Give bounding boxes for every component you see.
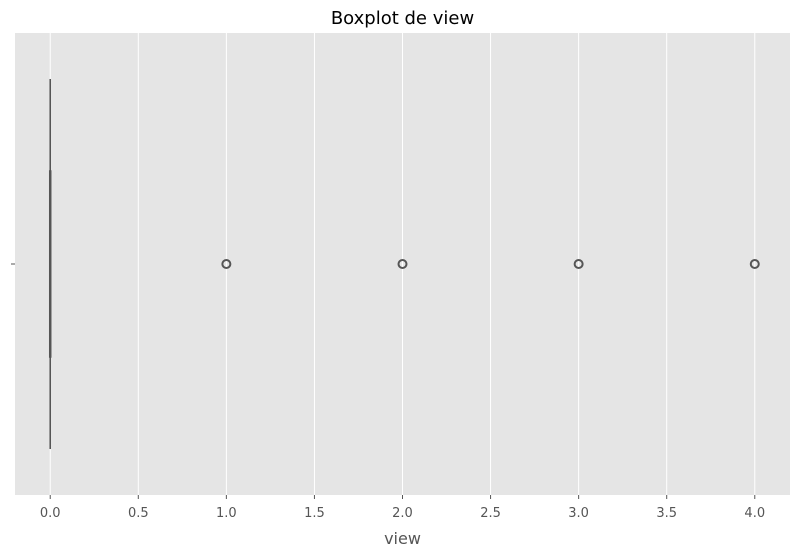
x-tick-label: 3.0 [568, 506, 589, 521]
outlier-point [221, 259, 232, 269]
x-tick-label: 1.0 [216, 506, 237, 521]
chart-title: Boxplot de view [331, 8, 474, 29]
x-axis-label: view [384, 529, 421, 548]
outlier-point [397, 259, 408, 269]
x-tick-label: 3.5 [656, 506, 677, 521]
x-tick-label: 4.0 [744, 506, 765, 521]
x-tick-label: 2.5 [480, 506, 501, 521]
outlier-point [749, 259, 760, 269]
tick-layer: 0.0 0.5 1.0 1.5 2.0 2.5 3.0 3.5 4.0 [11, 263, 765, 521]
x-tick-label: 2.0 [392, 506, 413, 521]
x-tick-label: 0.5 [128, 506, 149, 521]
outlier-layer [221, 259, 760, 269]
x-tick-label: 0.0 [40, 506, 61, 521]
box-layer [48, 79, 52, 449]
x-tick-label: 1.5 [304, 506, 325, 521]
outlier-point [573, 259, 584, 269]
